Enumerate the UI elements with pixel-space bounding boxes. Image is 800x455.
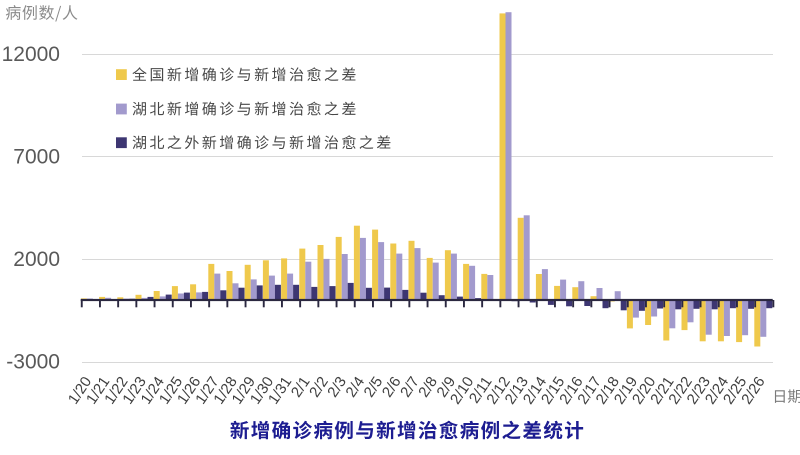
svg-text:7000: 7000 [13, 146, 60, 169]
svg-text:-3000: -3000 [6, 351, 60, 374]
svg-text:2000: 2000 [13, 248, 60, 271]
svg-text:12000: 12000 [2, 43, 60, 66]
